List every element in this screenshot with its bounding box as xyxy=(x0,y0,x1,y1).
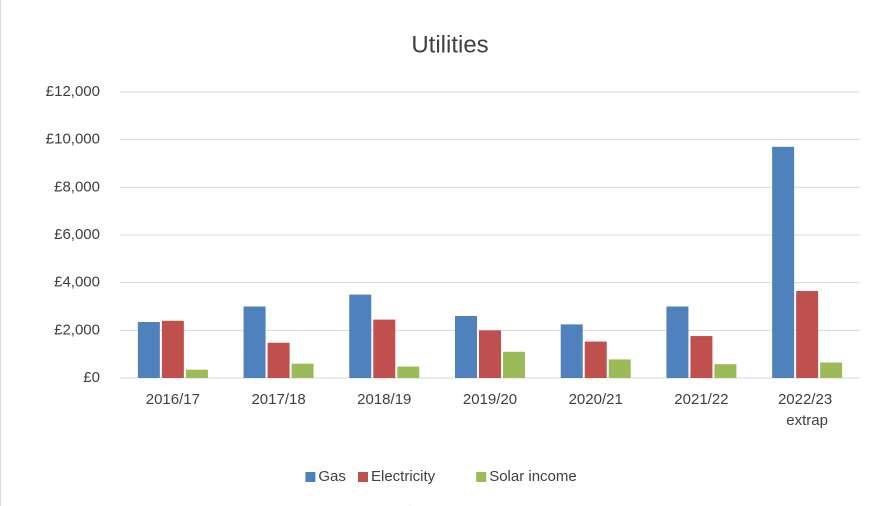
bar xyxy=(267,342,290,378)
legend-swatch xyxy=(358,472,368,482)
bar xyxy=(479,330,501,378)
x-tick-label: 2020/21 xyxy=(569,391,623,408)
legend-swatch xyxy=(305,472,316,482)
x-tick-label: 2021/22 xyxy=(674,391,728,408)
bar xyxy=(185,369,208,378)
y-tick-label: £4,000 xyxy=(54,274,100,291)
bar xyxy=(137,321,160,378)
bar xyxy=(608,359,631,378)
bar xyxy=(349,294,372,378)
y-tick-label: £10,000 xyxy=(46,131,100,148)
bar xyxy=(161,320,184,378)
y-tick-label: £2,000 xyxy=(54,321,100,338)
bar xyxy=(291,363,314,378)
legend-swatch xyxy=(476,472,487,482)
chart-title: Utilities xyxy=(411,31,488,58)
y-tick-label: £0 xyxy=(83,369,100,386)
legend-label: Solar income xyxy=(489,468,577,485)
bar xyxy=(560,324,583,378)
bar xyxy=(455,316,477,378)
legend-label: Electricity xyxy=(371,468,436,485)
bar xyxy=(796,291,819,378)
x-tick-label: 2018/19 xyxy=(357,391,411,408)
x-tick-label: 2017/18 xyxy=(251,391,305,408)
bar xyxy=(584,341,607,378)
bar xyxy=(397,366,420,378)
bar xyxy=(690,336,713,378)
x-tick-label: 2022/23 extrap xyxy=(778,391,836,429)
y-tick-label: £8,000 xyxy=(54,178,100,195)
legend-label: Gas xyxy=(318,468,346,485)
bar xyxy=(714,364,737,378)
x-tick-label: 2016/17 xyxy=(146,391,200,408)
x-tick-label: 2019/20 xyxy=(463,391,517,408)
y-tick-label: £6,000 xyxy=(54,226,100,243)
bar xyxy=(820,362,843,378)
bar xyxy=(666,306,689,378)
bar xyxy=(243,306,266,378)
bar xyxy=(373,319,396,378)
y-tick-label: £12,000 xyxy=(46,83,100,100)
bar xyxy=(772,146,795,378)
bar xyxy=(503,351,525,378)
